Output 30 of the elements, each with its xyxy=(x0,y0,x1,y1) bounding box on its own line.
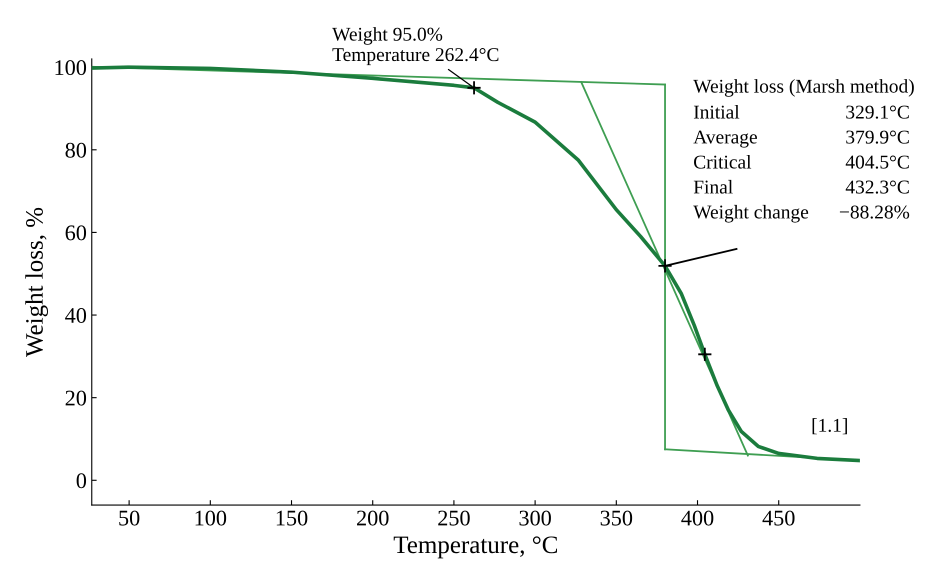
y-axis-title: Weight loss, % xyxy=(25,208,48,358)
y-tick-label: 0 xyxy=(76,473,86,488)
x-axis-title: Temperature, °C xyxy=(394,536,558,558)
annotation: 404.5°C xyxy=(846,156,909,169)
annotation: 432.3°C xyxy=(846,180,909,194)
annotation: Critical xyxy=(694,154,752,169)
y-tick-label: 100 xyxy=(56,60,86,76)
y-tick-label: 80 xyxy=(66,142,86,158)
x-tick-label: 350 xyxy=(600,510,632,526)
y-tick-label: 20 xyxy=(66,390,86,406)
annotation: Initial xyxy=(694,104,740,119)
annotation: Final xyxy=(694,180,733,194)
x-tick-label: 450 xyxy=(762,510,795,526)
x-tick-label: 300 xyxy=(520,510,551,526)
x-tick-label: 50 xyxy=(119,510,140,526)
annotation: Average xyxy=(693,130,757,148)
x-tick-label: 100 xyxy=(196,510,226,526)
annotation: Weight 95.0% Temperature 262.4°C xyxy=(332,27,498,66)
y-tick-label: 40 xyxy=(65,308,86,323)
x-tick-label: 200 xyxy=(357,510,389,526)
annotation: [1.1] xyxy=(812,418,847,434)
y-tick-label: 60 xyxy=(66,225,86,240)
annotation: Weight loss (Marsh method) xyxy=(693,79,914,97)
x-tick-label: 400 xyxy=(681,510,714,526)
annotation: −88.28% xyxy=(840,205,910,219)
annotation: 379.9°C xyxy=(846,130,909,144)
x-tick-label: 150 xyxy=(276,510,308,526)
annotation: 329.1°C xyxy=(846,106,909,119)
x-tick-label: 250 xyxy=(438,510,470,526)
annotation: Weight change xyxy=(693,204,808,223)
